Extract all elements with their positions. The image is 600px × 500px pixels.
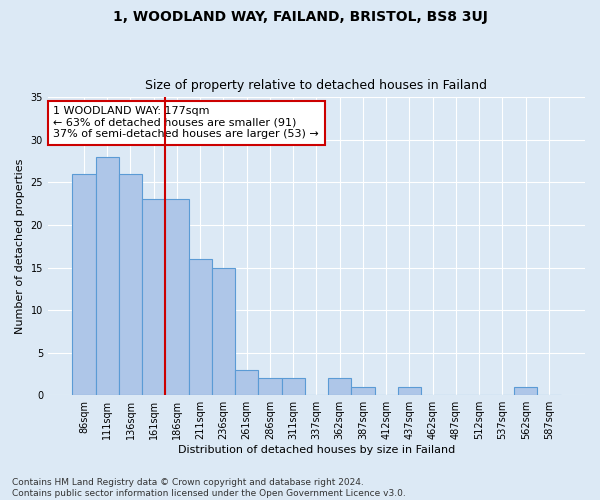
Title: Size of property relative to detached houses in Failand: Size of property relative to detached ho… [145, 79, 487, 92]
Bar [398, 386, 421, 395]
Bar [514, 386, 538, 395]
Text: 1 WOODLAND WAY: 177sqm
← 63% of detached houses are smaller (91)
37% of semi-det: 1 WOODLAND WAY: 177sqm ← 63% of detached… [53, 106, 319, 140]
Bar [95, 157, 119, 395]
Bar [212, 268, 235, 395]
Bar [119, 174, 142, 395]
Bar [188, 259, 212, 395]
Bar [73, 174, 95, 395]
Bar [166, 200, 188, 395]
Bar [235, 370, 259, 395]
Bar [259, 378, 281, 395]
Text: Contains HM Land Registry data © Crown copyright and database right 2024.
Contai: Contains HM Land Registry data © Crown c… [12, 478, 406, 498]
Text: 1, WOODLAND WAY, FAILAND, BRISTOL, BS8 3UJ: 1, WOODLAND WAY, FAILAND, BRISTOL, BS8 3… [113, 10, 487, 24]
Bar [142, 200, 166, 395]
Bar [352, 386, 374, 395]
Bar [281, 378, 305, 395]
Bar [328, 378, 352, 395]
X-axis label: Distribution of detached houses by size in Failand: Distribution of detached houses by size … [178, 445, 455, 455]
Y-axis label: Number of detached properties: Number of detached properties [15, 158, 25, 334]
